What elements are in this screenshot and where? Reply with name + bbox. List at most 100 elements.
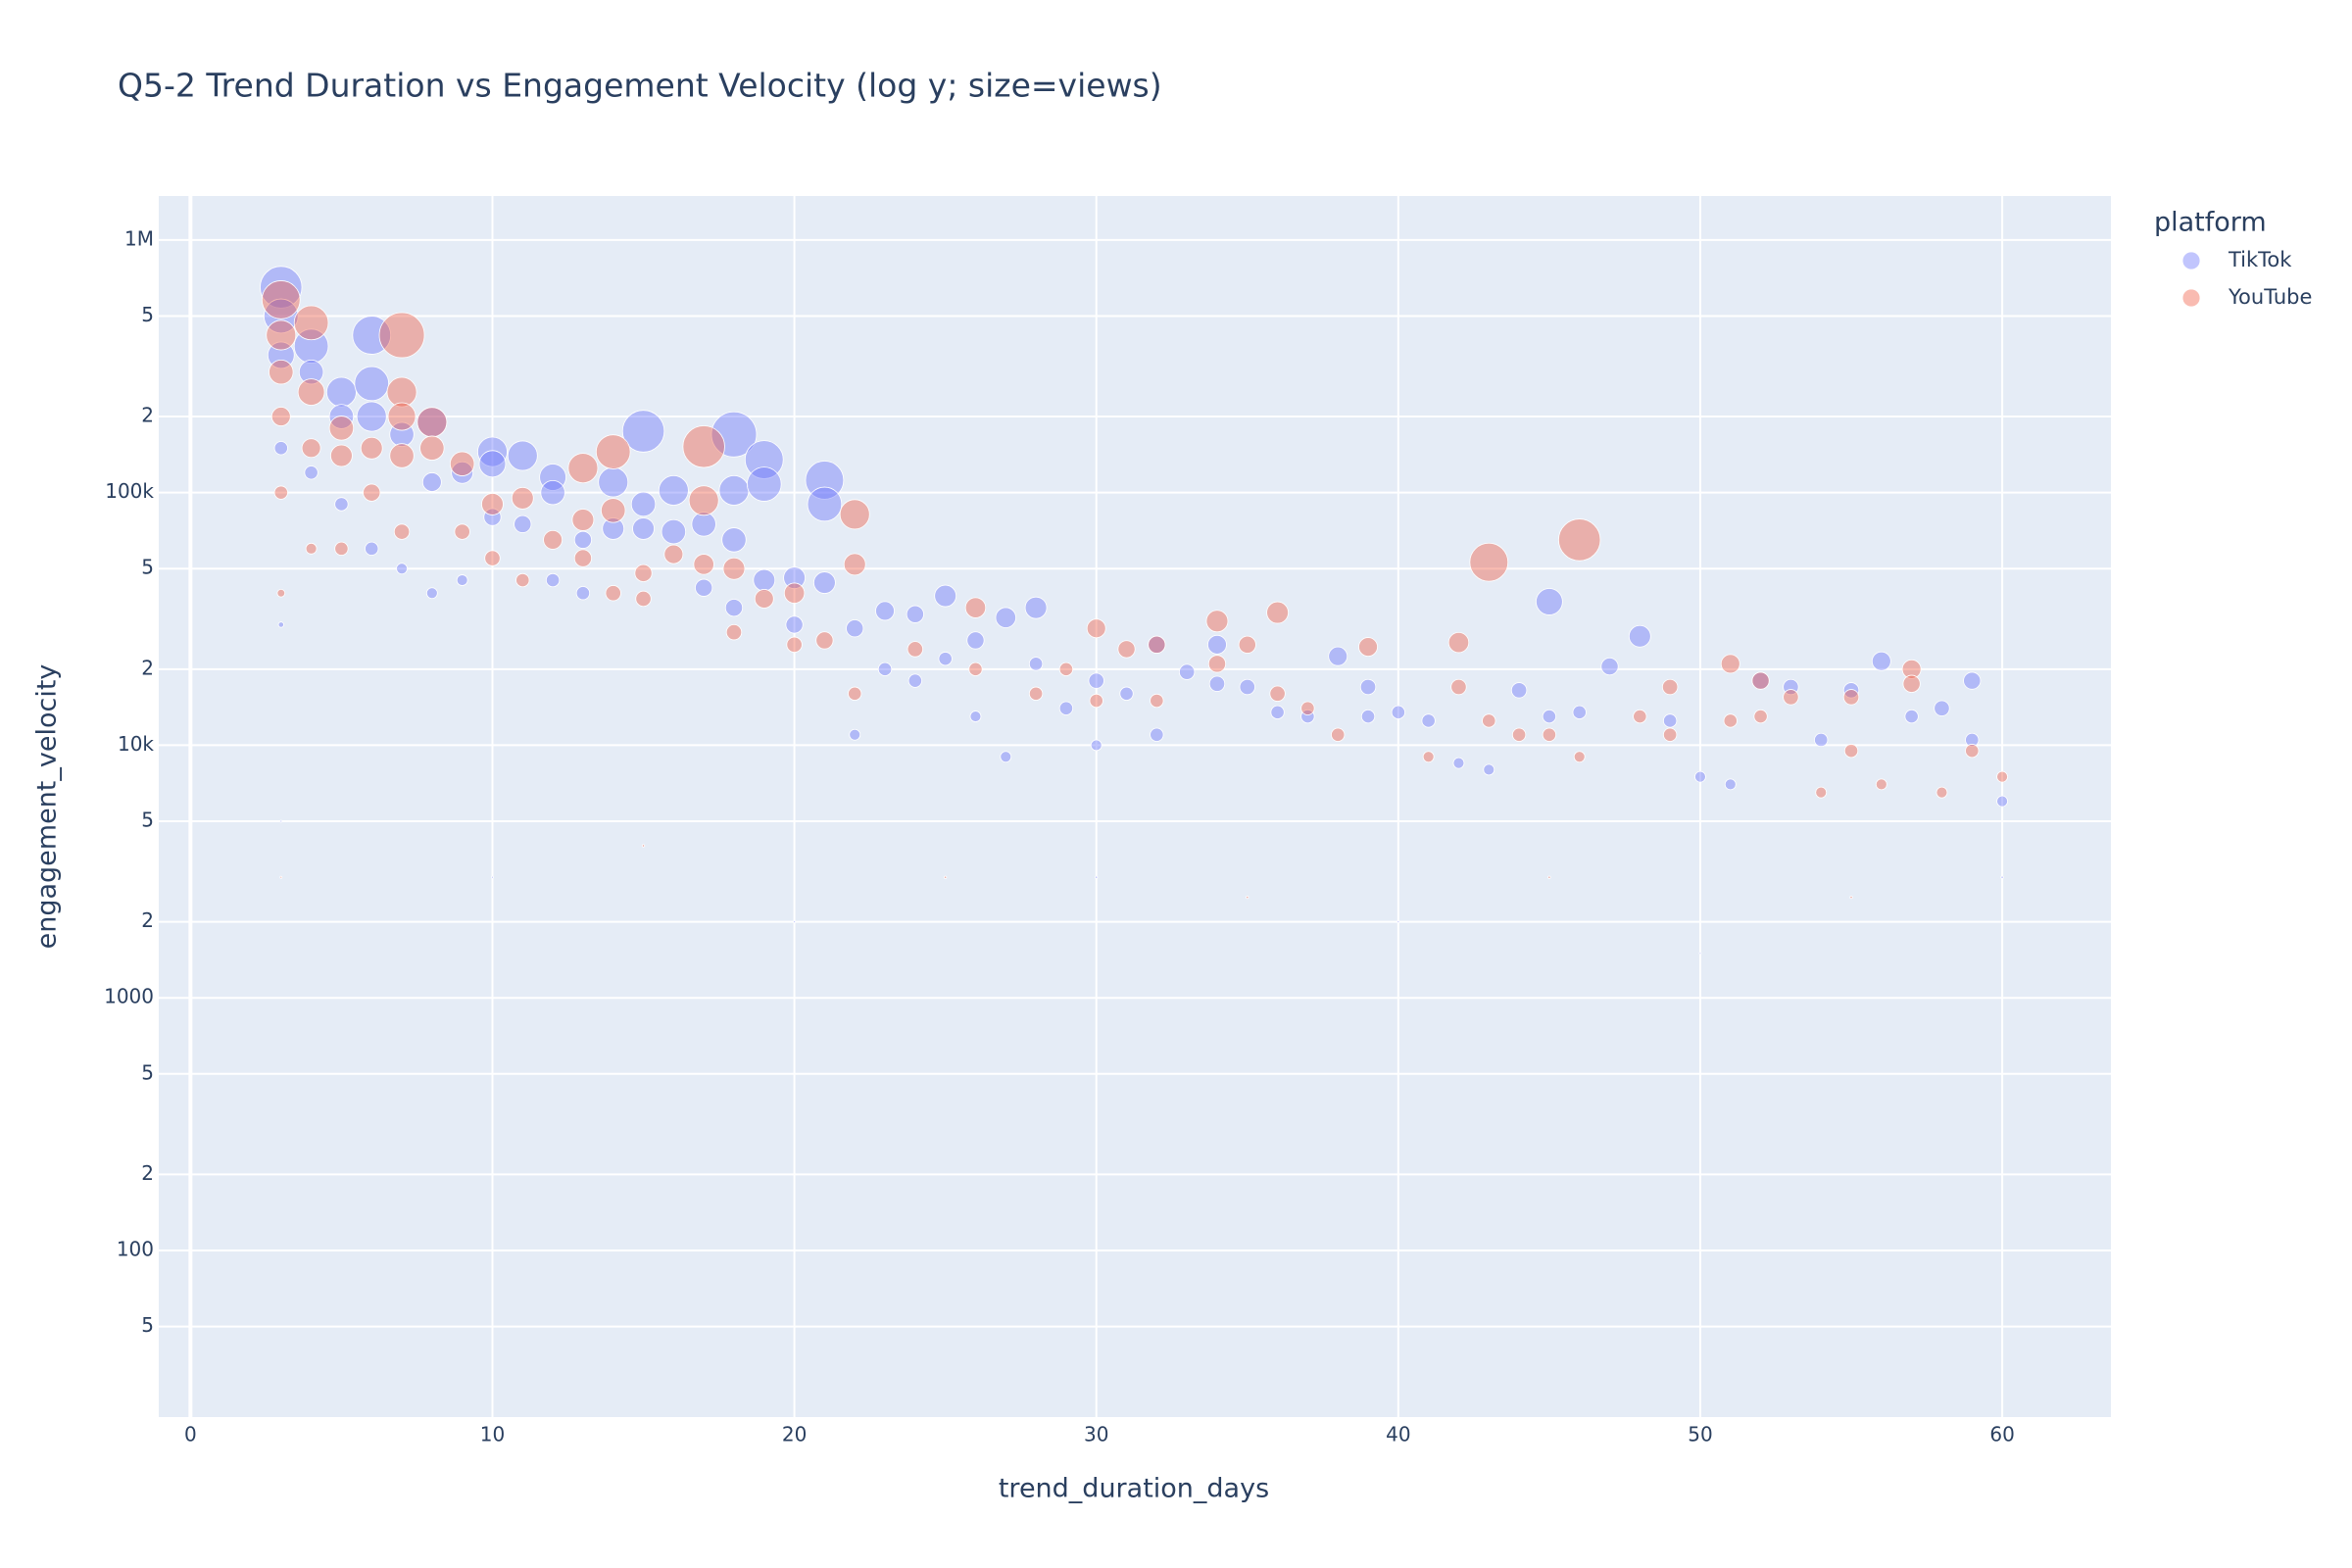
bubble xyxy=(293,305,329,341)
bubble xyxy=(1150,727,1164,742)
bubble xyxy=(511,486,534,510)
bubble xyxy=(1447,631,1470,654)
bubble xyxy=(601,498,626,523)
bubble xyxy=(1600,657,1619,676)
bubble xyxy=(387,402,416,431)
bubble xyxy=(1753,709,1768,724)
bubble xyxy=(567,453,599,484)
bubble xyxy=(875,601,895,621)
legend-title: platform xyxy=(2154,208,2267,238)
bubble xyxy=(1090,739,1102,752)
bubble xyxy=(539,464,566,491)
bubble xyxy=(1178,663,1196,680)
y-axis-title: engagement_velocity xyxy=(32,664,63,950)
bubble xyxy=(1482,713,1496,728)
bubble xyxy=(1088,672,1104,689)
bubble xyxy=(1300,701,1315,715)
plot-area xyxy=(159,196,2111,1417)
bubble xyxy=(1663,727,1678,742)
bubble xyxy=(328,404,355,429)
bubble xyxy=(1089,693,1103,709)
bubble xyxy=(721,527,747,553)
bubble xyxy=(389,443,415,468)
bubble xyxy=(330,444,353,467)
bubble xyxy=(1698,952,1702,956)
legend-label: YouTube xyxy=(2228,285,2312,309)
bubble xyxy=(1843,744,1859,759)
bubble xyxy=(543,529,564,550)
bubble xyxy=(393,523,411,540)
y-tick-label: 5 xyxy=(141,808,154,832)
bubble xyxy=(1934,700,1950,716)
bubble xyxy=(724,599,744,617)
bubble xyxy=(938,652,953,666)
bubble xyxy=(478,450,507,478)
bubble xyxy=(1058,701,1074,715)
bubble xyxy=(483,508,502,526)
bubble xyxy=(360,436,383,460)
bubble xyxy=(1849,895,1853,900)
bubble xyxy=(602,517,625,540)
bubble xyxy=(1814,732,1829,748)
bubble xyxy=(1238,635,1256,654)
bubble xyxy=(266,319,297,351)
bubble xyxy=(1542,727,1557,742)
bubble xyxy=(573,530,593,549)
y-tick-label: 1000 xyxy=(104,985,154,1008)
bubble xyxy=(1300,709,1315,724)
bubble xyxy=(907,673,922,688)
bubble xyxy=(1422,751,1435,763)
bubble xyxy=(1266,601,1289,624)
bubble xyxy=(995,607,1016,628)
legend-marker xyxy=(2181,288,2201,308)
bubble xyxy=(663,544,684,564)
y-tick-label: 2 xyxy=(141,908,154,932)
bubble xyxy=(1871,651,1891,671)
bubble xyxy=(484,550,501,566)
bubble xyxy=(334,541,349,556)
bubble xyxy=(540,479,565,506)
bubble xyxy=(279,819,283,823)
bubble xyxy=(378,312,425,359)
bubble xyxy=(621,410,665,453)
bubble xyxy=(906,605,924,623)
x-tick-label: 60 xyxy=(1989,1423,2014,1446)
bubble xyxy=(1963,671,1982,690)
bubble xyxy=(1842,682,1860,699)
bubble xyxy=(1452,757,1465,769)
bubble xyxy=(425,587,438,600)
bubble xyxy=(305,542,318,555)
bubble xyxy=(1086,618,1106,639)
y-tick-label: 10k xyxy=(118,732,154,756)
bubble xyxy=(301,438,321,459)
bubble xyxy=(839,499,870,530)
markers xyxy=(260,266,2008,956)
bubble xyxy=(744,440,784,479)
bubble xyxy=(691,512,716,537)
bubble xyxy=(906,641,924,658)
bubble xyxy=(1396,920,1400,924)
bubble xyxy=(365,541,379,556)
bubble xyxy=(793,920,796,924)
bubble xyxy=(1359,678,1377,696)
bubble xyxy=(277,621,284,628)
bubble xyxy=(815,631,834,650)
bubble xyxy=(1205,610,1229,633)
bubble xyxy=(722,557,746,580)
y-tick-label: 1M xyxy=(124,226,154,250)
bubble xyxy=(746,466,782,502)
bubble xyxy=(1720,654,1740,674)
bubble xyxy=(269,359,294,385)
bubble xyxy=(1117,640,1136,659)
bubble xyxy=(1936,786,1948,799)
bubble xyxy=(710,411,758,458)
bubble xyxy=(635,590,652,608)
bubble xyxy=(396,563,408,575)
bubble xyxy=(389,421,415,447)
bubble xyxy=(328,416,355,441)
bubble xyxy=(783,582,806,604)
bubble xyxy=(1028,657,1044,671)
bubble xyxy=(514,514,532,533)
bubble xyxy=(421,472,442,492)
